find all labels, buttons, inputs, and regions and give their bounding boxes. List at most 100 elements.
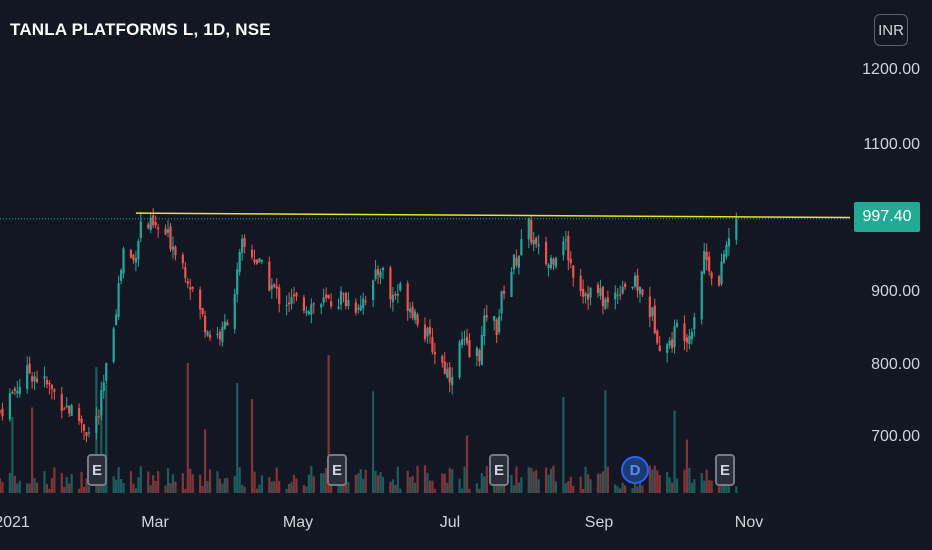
- volume-bar: [517, 482, 520, 493]
- candle-body: [87, 432, 91, 434]
- volume-bar: [154, 480, 157, 493]
- candle-body: [221, 326, 224, 343]
- currency-button[interactable]: INR: [874, 14, 908, 46]
- candle-body: [722, 254, 726, 263]
- earnings-event-marker[interactable]: E: [87, 454, 107, 486]
- volume-bar: [374, 470, 377, 493]
- volume-bar: [532, 471, 535, 493]
- candle-body: [50, 384, 53, 390]
- volume-bar: [290, 481, 293, 493]
- candle-body: [302, 297, 306, 312]
- candle-body: [119, 270, 123, 281]
- candle-body: [717, 276, 721, 286]
- volume-bar: [320, 473, 323, 493]
- candle-body: [105, 363, 108, 381]
- volume-bar: [446, 482, 449, 493]
- volume-bar: [344, 478, 348, 493]
- candle-body: [82, 424, 86, 431]
- candle-body: [502, 290, 506, 294]
- volume-bar: [705, 469, 708, 493]
- candle-body: [201, 308, 204, 314]
- volume-bar: [515, 466, 518, 493]
- candle-body: [532, 239, 535, 245]
- resistance-trendline[interactable]: [135, 212, 851, 219]
- earnings-event-marker[interactable]: E: [489, 454, 509, 486]
- volume-bar: [100, 402, 103, 493]
- candle-body: [621, 286, 624, 294]
- volume-bar: [250, 399, 254, 493]
- candle-body: [181, 254, 184, 264]
- candle-body: [112, 328, 115, 362]
- candle-body: [63, 408, 66, 410]
- volume-bar: [53, 467, 56, 493]
- candle-body: [727, 238, 731, 247]
- earnings-event-marker[interactable]: E: [327, 454, 347, 486]
- candle-body: [171, 246, 175, 251]
- candle-body: [614, 292, 617, 300]
- price-tick: 900.00: [871, 283, 920, 300]
- candle-body: [13, 388, 16, 391]
- volume-bar: [520, 477, 523, 493]
- volume-bar: [307, 474, 310, 493]
- candle-body: [567, 235, 570, 261]
- volume-bar: [547, 474, 550, 493]
- candle-body: [675, 322, 679, 327]
- candle-body: [8, 393, 11, 420]
- candle-body: [431, 337, 434, 353]
- volume-bar: [347, 481, 350, 493]
- volume-bar: [260, 475, 264, 493]
- volume-bar: [152, 474, 155, 493]
- candle-body: [416, 314, 419, 325]
- candle-body: [270, 285, 273, 290]
- candle-body: [28, 363, 31, 373]
- volume-bar: [357, 473, 360, 493]
- candle-body: [102, 382, 105, 392]
- volume-bar: [258, 484, 261, 493]
- time-tick: May: [282, 514, 314, 531]
- candle-body: [465, 336, 469, 344]
- candle-body: [216, 333, 219, 335]
- volume-bar: [236, 383, 239, 493]
- candle-body: [122, 248, 125, 274]
- earnings-event-marker[interactable]: E: [715, 454, 735, 486]
- volume-bar: [226, 478, 229, 493]
- dividend-event-marker[interactable]: D: [621, 456, 649, 484]
- volume-bar: [735, 486, 738, 493]
- candle-body: [601, 286, 605, 307]
- candle-body: [720, 261, 723, 284]
- volume-bar: [181, 473, 184, 493]
- candle-body: [208, 334, 212, 338]
- candle-body: [685, 337, 689, 343]
- candle-body: [673, 326, 676, 347]
- candle-body: [164, 228, 167, 235]
- candle-body: [203, 315, 207, 333]
- volume-bar: [218, 478, 222, 493]
- candle-body: [292, 294, 296, 297]
- volume-bar: [710, 480, 713, 493]
- volume-bar: [670, 482, 674, 493]
- volume-bar: [132, 483, 135, 493]
- candle-body: [510, 271, 513, 297]
- volume-bar: [310, 466, 313, 493]
- time-tick: 2021: [0, 514, 30, 531]
- volume-bar: [112, 476, 115, 493]
- volume-bar: [426, 472, 429, 493]
- volume-bar: [139, 466, 142, 493]
- candle-body: [648, 296, 651, 318]
- volume-bar: [201, 486, 204, 493]
- candle-body: [460, 339, 464, 345]
- volume-bar: [658, 475, 661, 493]
- candle-body: [26, 365, 29, 389]
- candle-body: [134, 258, 138, 263]
- candle-body: [638, 286, 642, 294]
- candle-body: [236, 269, 239, 295]
- volume-bar: [653, 465, 656, 493]
- candle-body: [599, 288, 602, 296]
- candle-body: [322, 297, 325, 303]
- volume-bar: [423, 465, 427, 493]
- candle-body: [495, 319, 498, 336]
- volume-bar: [480, 472, 483, 493]
- volume-bar: [208, 469, 212, 493]
- symbol-title[interactable]: TANLA PLATFORMS L, 1D, NSE: [10, 20, 271, 39]
